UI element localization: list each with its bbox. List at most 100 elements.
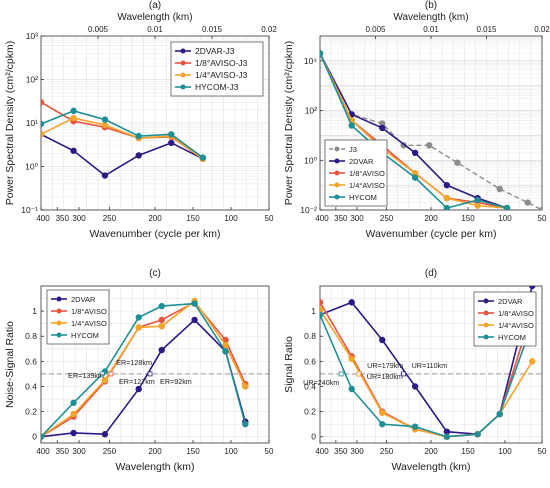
annotation-label: ER=128km	[116, 358, 152, 367]
legend-label: 1/4°AVISO	[71, 319, 107, 328]
data-point	[320, 50, 324, 57]
data-point	[379, 409, 386, 417]
series-group	[41, 99, 207, 179]
y-tick-label: 1	[311, 306, 316, 316]
y-tick-label: 10⁰	[304, 155, 317, 165]
data-point	[222, 348, 229, 355]
x-tick-label: 50	[265, 447, 274, 456]
annotation-label: ER=127km	[119, 377, 155, 386]
data-point	[320, 306, 324, 314]
x-tick-label: 400	[315, 447, 329, 456]
x-tick-label: 350	[334, 447, 348, 456]
data-point	[443, 181, 451, 189]
x-tick-label: 100	[498, 214, 512, 223]
data-point	[411, 174, 419, 181]
data-point	[348, 355, 355, 363]
legend-label: 1/4°AVISO-J3	[195, 70, 248, 80]
series-line-hycom-j3	[41, 110, 204, 159]
legend-marker	[334, 170, 340, 176]
y-tick-label: 10¹	[26, 118, 38, 128]
x-tick-label: 50	[538, 214, 547, 223]
data-point	[70, 429, 77, 437]
y-tick-label: 10⁰	[25, 162, 38, 172]
data-point	[41, 99, 45, 106]
legend-marker	[334, 182, 340, 188]
x-tick-label: 200	[148, 447, 162, 456]
annotation-label: ER=139km	[68, 371, 104, 380]
x-axis-label: Wavenumber (cycle per km)	[90, 228, 221, 240]
x-tick-label: 200	[424, 447, 438, 456]
x-tick-label: 150	[461, 447, 475, 456]
x-tick-label: 250	[380, 214, 394, 223]
x-tick-label: 50	[265, 214, 274, 223]
data-point	[454, 159, 461, 166]
legend-label: 2DVAR	[498, 297, 523, 306]
legend-label: 1/4°AVISO	[349, 181, 385, 190]
data-point	[529, 286, 536, 290]
x-tick-label: 50	[538, 447, 547, 456]
data-point	[135, 385, 142, 393]
x-tick-label: 250	[103, 214, 117, 223]
legend-marker	[56, 308, 62, 314]
y-tick-label: 0.8	[304, 331, 316, 341]
x-tick-label: 350	[56, 214, 70, 223]
threshold-marker	[401, 371, 407, 377]
data-point	[168, 139, 175, 147]
data-point	[379, 124, 386, 132]
data-point	[191, 316, 198, 324]
series-line-hycom	[41, 302, 247, 438]
data-point	[101, 116, 109, 123]
y-tick-label: 10⁻²	[300, 205, 317, 215]
y-tick-label: 1	[32, 306, 37, 316]
data-point	[70, 410, 77, 418]
top-tick-label: 0.01	[423, 25, 439, 34]
data-point	[474, 431, 481, 438]
y-tick-label: 10⁴	[304, 56, 317, 66]
x-tick-label: 350	[56, 447, 70, 456]
x-tick-label: 100	[224, 447, 238, 456]
legend-marker	[483, 322, 489, 328]
x-tick-label: 150	[461, 214, 475, 223]
panel-label: (b)	[425, 0, 437, 11]
y-axis-label: Power Spectral Density (cm²/cpkm)	[4, 41, 16, 206]
x-tick-label: 150	[186, 447, 200, 456]
x-tick-label: 200	[148, 214, 162, 223]
x-axis-label: Wavelength (km)	[392, 461, 471, 473]
y-tick-label: 0.6	[25, 356, 37, 366]
top-tick-label: 0.02	[534, 25, 550, 34]
annotation-label: UR=110km	[412, 361, 448, 370]
y-tick-label: 0.4	[304, 381, 316, 391]
data-point	[158, 302, 165, 310]
threshold-marker	[108, 371, 114, 377]
x-tick-label: 250	[103, 447, 117, 456]
series-line-1-8-aviso-j3	[41, 101, 204, 160]
x-tick-label: 250	[380, 447, 394, 456]
legend-marker	[56, 296, 62, 302]
annotation-label: UR=240km	[303, 378, 339, 387]
legend-label: 2DVAR-J3	[195, 46, 235, 56]
data-point	[158, 346, 165, 354]
y-tick-label: 10²	[26, 75, 38, 85]
y-tick-label: 0.2	[304, 407, 316, 417]
legend-label: HYCOM	[71, 331, 99, 340]
threshold-marker	[147, 371, 153, 377]
data-point	[168, 131, 175, 138]
data-point	[443, 204, 451, 210]
legend-label: HYCOM	[349, 193, 377, 202]
threshold-marker	[99, 371, 105, 377]
top-tick-label: 0.01	[147, 25, 163, 34]
data-point	[70, 114, 77, 122]
legend-marker	[56, 320, 62, 326]
series-line-hycom	[320, 314, 533, 438]
data-point	[320, 299, 324, 306]
annotation-label: UR=179km	[367, 361, 403, 370]
data-point	[135, 314, 142, 321]
data-point	[70, 147, 77, 154]
data-point	[242, 383, 249, 390]
x-tick-label: 300	[350, 214, 364, 223]
y-tick-label: 0	[32, 432, 37, 442]
data-point	[379, 420, 386, 428]
data-point	[199, 154, 207, 161]
top-tick-label: 0.02	[261, 25, 277, 34]
